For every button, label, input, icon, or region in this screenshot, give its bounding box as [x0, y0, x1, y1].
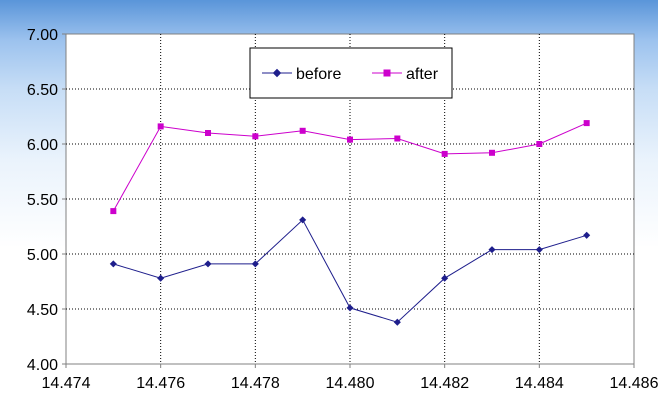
- y-tick-label: 7.00: [27, 27, 58, 44]
- x-tick-label: 14.484: [515, 375, 564, 392]
- y-tick-label: 6.50: [27, 82, 58, 99]
- data-point-before: [346, 304, 354, 312]
- x-tick-label: 14.474: [42, 375, 91, 392]
- data-point-after: [157, 123, 164, 130]
- x-tick-label: 14.478: [231, 375, 280, 392]
- data-point-after: [583, 120, 590, 127]
- y-axis-ticks: 4.00 4.50 5.00 5.50 6.00 6.50 7.00: [27, 27, 66, 374]
- data-point-before: [535, 246, 543, 254]
- data-point-before: [109, 260, 117, 268]
- data-point-after: [205, 130, 211, 136]
- data-point-after: [110, 208, 117, 215]
- legend-after-marker: [383, 69, 391, 77]
- legend: before after: [249, 47, 453, 99]
- data-point-after: [347, 136, 353, 143]
- data-point-before: [441, 274, 449, 282]
- y-tick-label: 5.50: [27, 192, 58, 209]
- data-point-before: [393, 318, 401, 326]
- x-tick-label: 14.482: [420, 375, 469, 392]
- data-point-after: [489, 149, 495, 156]
- x-tick-label: 14.476: [136, 375, 185, 392]
- x-tick-label: 14.486: [610, 375, 658, 392]
- data-point-after: [441, 150, 448, 157]
- y-tick-label: 6.00: [27, 137, 58, 154]
- legend-after-label: after: [406, 66, 439, 83]
- data-point-before: [583, 231, 591, 239]
- data-point-before: [157, 274, 165, 282]
- data-point-before: [299, 216, 307, 224]
- series-lines: [109, 120, 591, 326]
- data-point-after: [299, 127, 306, 134]
- data-point-after: [536, 141, 543, 147]
- x-tick-label: 14.480: [326, 375, 375, 392]
- legend-before-label: before: [296, 66, 341, 83]
- data-point-before: [488, 246, 496, 254]
- data-point-after: [394, 135, 401, 142]
- y-tick-label: 4.00: [27, 357, 58, 374]
- legend-before-marker: [272, 68, 282, 78]
- x-axis-ticks: 14.474 14.476 14.478 14.480 14.482 14.484 14.4…: [42, 364, 658, 392]
- y-tick-label: 5.00: [27, 247, 58, 264]
- data-point-after: [252, 133, 259, 140]
- data-point-before: [204, 260, 212, 268]
- y-tick-label: 4.50: [27, 302, 58, 319]
